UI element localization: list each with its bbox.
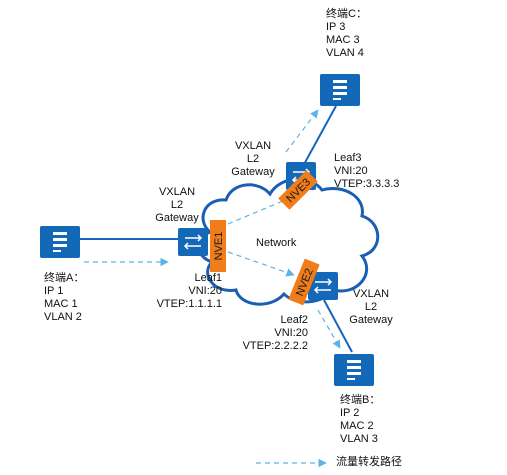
terminal-a-ip: IP 1 — [44, 285, 64, 297]
terminal-b-mac: MAC 2 — [340, 420, 374, 432]
leaf1-gateway-line-2: L2 — [170, 199, 184, 211]
leaf1-info: Leaf1 VNI:20 VTEP:1.1.1.1 — [140, 272, 222, 311]
terminal-b-vlan: VLAN 3 — [340, 433, 378, 445]
terminal-a-server-icon — [40, 226, 80, 258]
terminal-c-server-icon — [320, 74, 360, 106]
terminal-a-mac: MAC 1 — [44, 298, 78, 310]
terminal-c-name: 终端C： — [326, 8, 367, 20]
nve1-label: NVE1 — [213, 232, 225, 261]
leaf1-gateway-line-1: VXLAN — [158, 186, 196, 198]
terminal-b-ip: IP 2 — [340, 407, 360, 419]
terminal-a-name: 终端A： — [44, 272, 85, 284]
terminal-b-info: 终端B： IP 2 MAC 2 VLAN 3 — [340, 394, 380, 446]
leaf2-name: Leaf2 — [280, 314, 308, 326]
leaf3-vni: VNI:20 — [334, 165, 368, 177]
leaf2-gateway-line-1: VXLAN — [352, 288, 390, 300]
terminal-c-vlan: VLAN 4 — [326, 47, 364, 59]
leaf2-gateway-label: VXLAN L2 Gateway — [342, 288, 400, 327]
legend-flow-path-label: 流量转发路径 — [336, 456, 402, 468]
nve1-tag: NVE1 — [210, 220, 226, 272]
terminal-c-mac: MAC 3 — [326, 34, 360, 46]
leaf3-name: Leaf3 — [334, 152, 362, 164]
terminal-c-info: 终端C： IP 3 MAC 3 VLAN 4 — [326, 8, 367, 60]
terminal-b-server-icon — [334, 354, 374, 386]
leaf3-info: Leaf3 VNI:20 VTEP:3.3.3.3 — [334, 152, 399, 191]
leaf1-gateway-label: VXLAN L2 Gateway — [150, 186, 204, 225]
link-leaf2-terminal-b — [323, 299, 353, 353]
leaf3-gateway-line-2: L2 — [246, 153, 260, 165]
flow-arrow-leaf1-to-leaf2 — [227, 251, 295, 277]
leaf3-gateway-line-1: VXLAN — [234, 140, 272, 152]
terminal-c-ip: IP 3 — [326, 21, 346, 33]
leaf1-vtep: VTEP:1.1.1.1 — [156, 298, 222, 310]
leaf1-name: Leaf1 — [194, 272, 222, 284]
network-label: Network — [256, 237, 297, 249]
leaf1-switch-icon — [178, 228, 208, 256]
terminal-a-vlan: VLAN 2 — [44, 311, 82, 323]
leaf1-gateway-line-3: Gateway — [155, 212, 199, 224]
link-leaf3-terminal-c — [301, 105, 337, 169]
flow-arrow-leaf2-to-b — [317, 309, 341, 349]
leaf3-gateway-line-3: Gateway — [231, 166, 275, 178]
terminal-a-info: 终端A： IP 1 MAC 1 VLAN 2 — [44, 272, 84, 324]
terminal-b-name: 终端B： — [340, 394, 381, 406]
leaf2-info: Leaf2 VNI:20 VTEP:2.2.2.2 — [232, 314, 308, 353]
leaf2-vni: VNI:20 — [274, 327, 308, 339]
leaf2-gateway-line-3: Gateway — [349, 314, 393, 326]
leaf2-gateway-line-2: L2 — [364, 301, 378, 313]
leaf3-vtep: VTEP:3.3.3.3 — [334, 178, 400, 190]
leaf2-switch-icon — [308, 272, 338, 300]
flow-arrow-leaf1-to-leaf3 — [227, 197, 291, 225]
leaf3-gateway-label: VXLAN L2 Gateway — [226, 140, 280, 179]
leaf1-vni: VNI:20 — [188, 285, 222, 297]
leaf2-vtep: VTEP:2.2.2.2 — [242, 340, 308, 352]
